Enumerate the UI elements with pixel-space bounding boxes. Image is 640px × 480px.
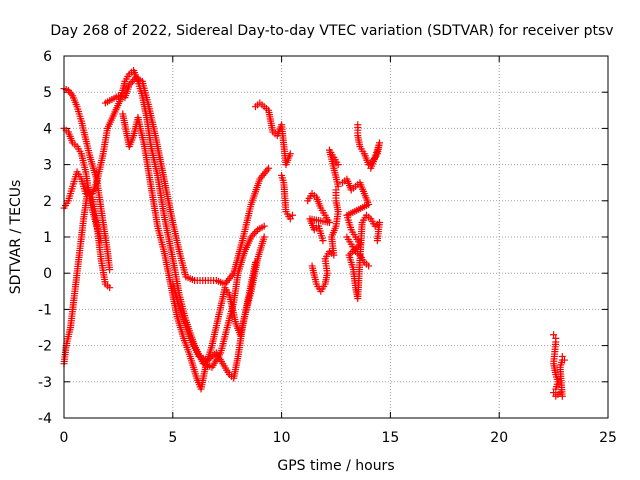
series-N [354, 121, 384, 172]
x-tick-label: 25 [599, 430, 617, 446]
data-point [550, 331, 558, 339]
series-I [278, 171, 296, 223]
data-point [560, 356, 568, 364]
y-tick-label: 0 [43, 266, 52, 282]
data-point [251, 258, 259, 266]
y-axis-label: SDTVAR / TECUs [8, 180, 24, 295]
data-point [373, 237, 381, 245]
data-point [288, 211, 296, 219]
data-point [347, 249, 355, 257]
data-point [286, 215, 294, 223]
x-axis-label: GPS time / hours [277, 458, 394, 474]
x-tick-label: 15 [381, 430, 399, 446]
data-point [334, 161, 342, 169]
y-tick-label: 2 [43, 194, 52, 210]
data-point [365, 262, 373, 270]
data-point [558, 352, 566, 360]
y-tick-label: -3 [38, 375, 52, 391]
y-tick-label: 1 [43, 230, 52, 246]
plot-area-border [63, 55, 609, 419]
data-point [286, 150, 294, 158]
y-tick-label: 3 [43, 158, 52, 174]
data-point [550, 389, 558, 397]
series-G [169, 258, 259, 382]
data-point [332, 186, 340, 194]
y-tick-label: 6 [43, 49, 52, 65]
y-tick-labels: -4 -3 -2 -1 0 1 2 3 4 5 6 [38, 49, 52, 427]
data-point [260, 233, 268, 241]
y-tick-label: -1 [38, 302, 52, 318]
series-M [343, 233, 373, 270]
data-point [552, 385, 560, 393]
x-tick-label: 10 [273, 430, 291, 446]
x-tick-labels: 0 5 10 15 20 25 [60, 430, 617, 446]
series-K [308, 146, 342, 295]
axis-ticks [63, 55, 609, 419]
series-J [304, 190, 333, 245]
grid-lines [64, 56, 608, 418]
y-tick-label: 4 [43, 121, 52, 137]
series-O [550, 331, 568, 400]
data-point [265, 164, 273, 172]
data-point [250, 229, 258, 237]
series-L [339, 175, 384, 303]
data-point [319, 237, 327, 245]
series-E [101, 74, 273, 288]
data-point [260, 222, 268, 230]
x-tick-label: 0 [60, 430, 69, 446]
x-tick-label: 5 [168, 430, 177, 446]
y-tick-label: 5 [43, 85, 52, 101]
data-point [106, 266, 114, 274]
series-H [251, 99, 294, 169]
series-D [60, 186, 114, 368]
y-tick-label: -4 [38, 411, 52, 427]
y-tick-label: -2 [38, 339, 52, 355]
series-A [60, 85, 114, 274]
x-tick-label: 20 [490, 430, 508, 446]
chart-title: Day 268 of 2022, Sidereal Day-to-day VTE… [50, 23, 613, 39]
data-point [106, 284, 114, 292]
data-points [60, 66, 568, 400]
data-point [367, 164, 375, 172]
